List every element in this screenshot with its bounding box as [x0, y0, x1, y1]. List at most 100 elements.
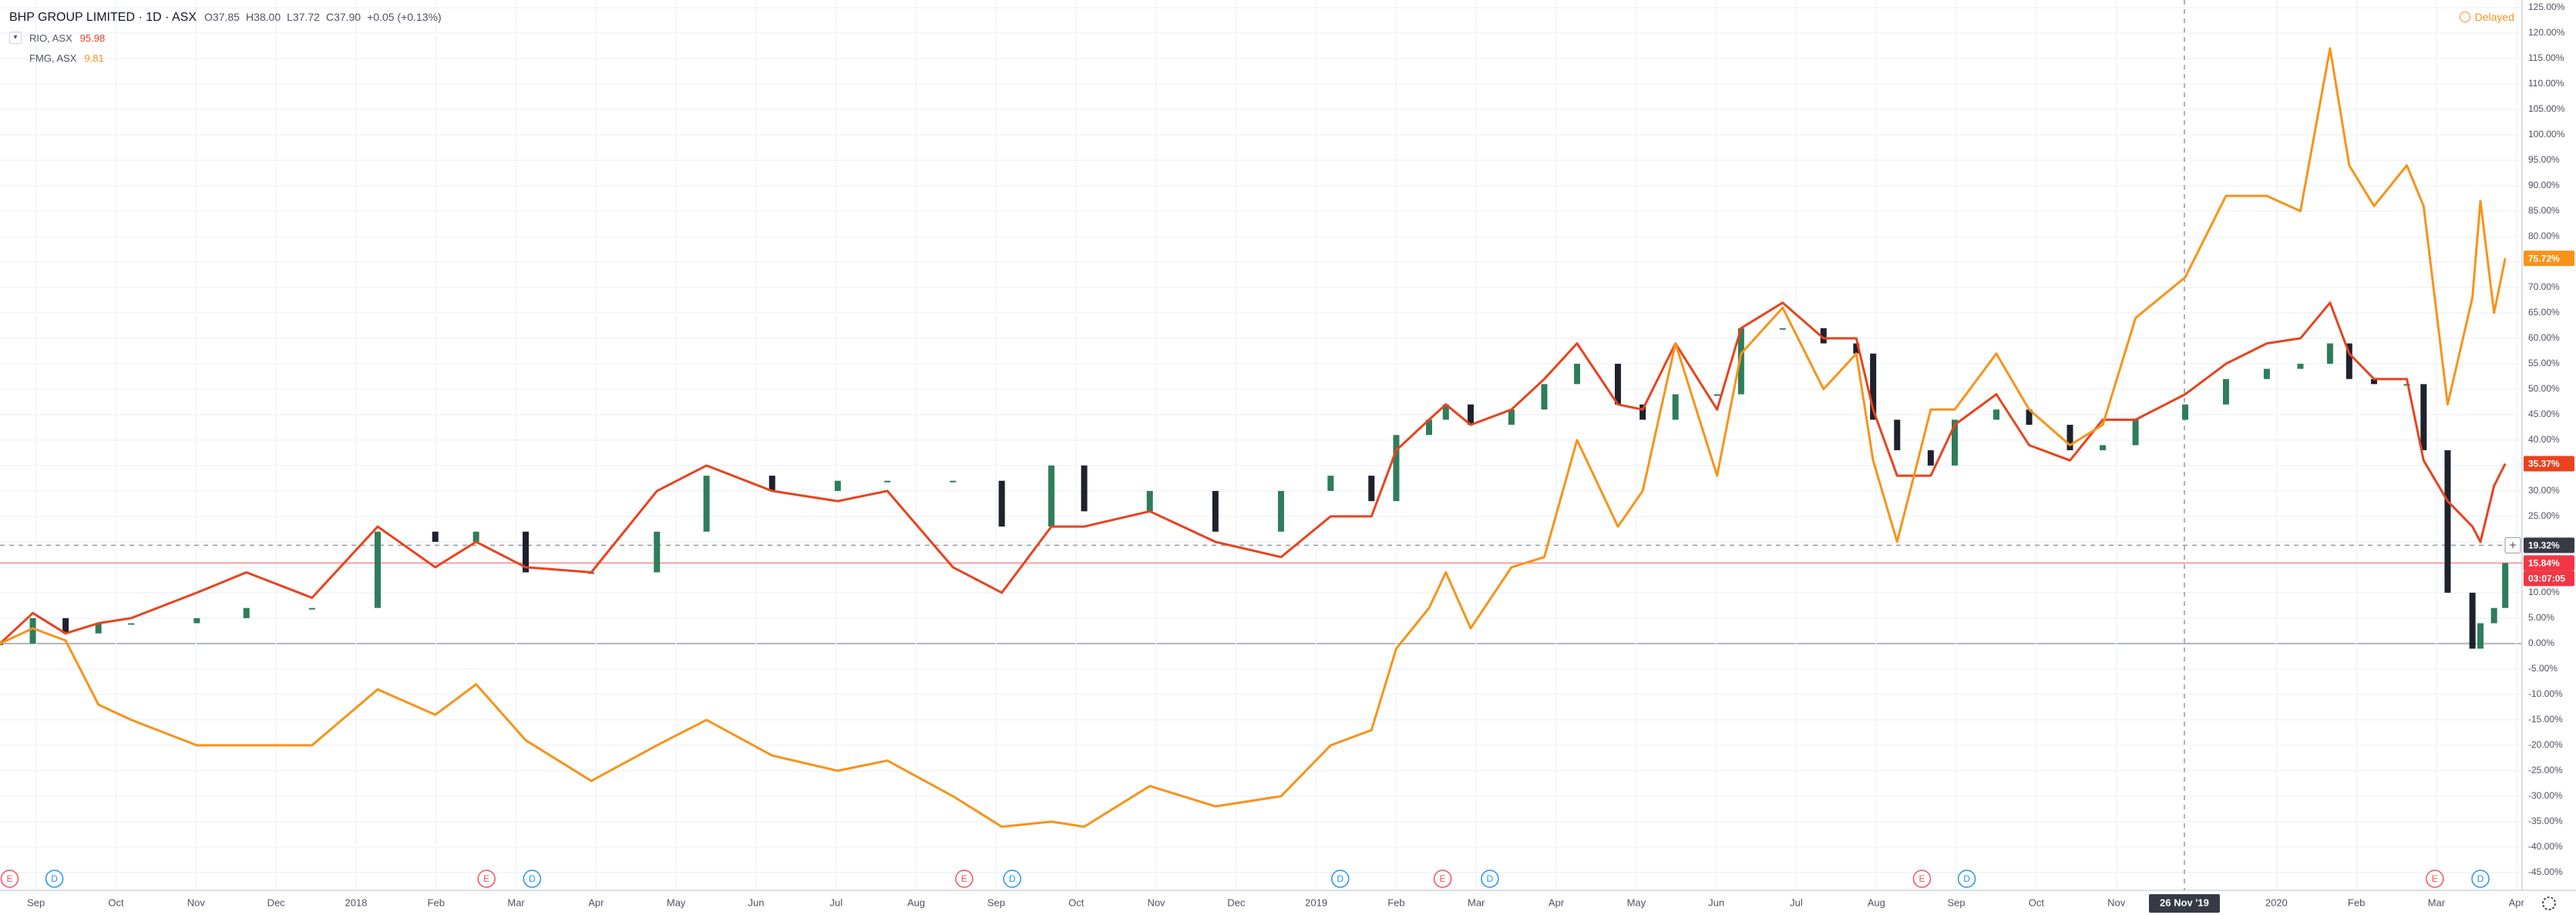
x-tick-label: Feb	[428, 896, 445, 908]
candle-body	[1713, 394, 1720, 396]
event-marker[interactable]	[523, 870, 542, 888]
header-value: C37.90	[325, 11, 362, 23]
candle-body	[1870, 353, 1877, 420]
y-tick-label: 10.00%	[2528, 587, 2560, 597]
countdown-label: 03:07:05	[2528, 574, 2565, 584]
x-tick-label: May	[667, 896, 686, 908]
x-tick-label: Nov	[2107, 896, 2126, 908]
candle-body	[2420, 384, 2427, 451]
y-tick-label: 115.00%	[2528, 52, 2564, 63]
x-tick-label: Mar	[1468, 896, 1485, 908]
candle-body	[1368, 476, 1375, 502]
y-tick-label: 90.00%	[2528, 180, 2560, 190]
compare-legend: ▾ RIO, ASX 95.98 FMG, ASX 9.81	[9, 28, 448, 68]
event-marker[interactable]	[2426, 870, 2444, 888]
event-label: D	[529, 873, 536, 884]
x-tick-label: Sep	[987, 896, 1005, 908]
candle-body	[950, 480, 957, 483]
series-line	[0, 301, 2507, 644]
candle-body	[1425, 419, 1432, 436]
event-label: D	[1009, 873, 1016, 884]
x-tick-label: Apr	[2509, 896, 2525, 908]
event-marker[interactable]	[955, 870, 974, 888]
event-label: E	[6, 873, 12, 884]
header-value: +0.05 (+0.13%)	[367, 11, 442, 23]
x-tick-label: Sep	[1948, 896, 1966, 908]
candle-body	[2222, 378, 2229, 405]
event-marker[interactable]	[0, 870, 19, 888]
candle-body	[1737, 328, 1744, 395]
y-tick-label: -15.00%	[2528, 714, 2563, 725]
status-icon	[2459, 12, 2470, 22]
countdown-tag	[2524, 570, 2574, 587]
legend-row: ▾ RIO, ASX 95.98	[9, 28, 448, 48]
event-marker[interactable]	[45, 870, 64, 888]
x-tick-label: Jul	[829, 896, 842, 908]
candle-body	[2502, 563, 2509, 608]
price-tag	[2524, 555, 2574, 571]
event-marker[interactable]	[2471, 870, 2490, 888]
event-marker[interactable]	[1433, 870, 1452, 888]
price-tag-label: 75.72%	[2528, 253, 2560, 264]
candle-body	[128, 623, 135, 625]
event-label: D	[2477, 873, 2484, 884]
y-tick-label: -30.00%	[2528, 790, 2563, 801]
candle-body	[308, 607, 315, 610]
candle-body	[432, 531, 439, 542]
candle-body	[2067, 425, 2073, 451]
event-label: E	[483, 873, 489, 884]
price-tag	[2524, 251, 2574, 267]
y-tick-label: 105.00%	[2528, 103, 2565, 114]
event-marker[interactable]	[1481, 870, 1499, 888]
symbol-title[interactable]: BHP GROUP LIMITED · 1D · ASX	[9, 11, 197, 24]
candle-body	[1081, 465, 1088, 512]
y-tick-label: 85.00%	[2528, 205, 2560, 216]
x-tick-label: Jul	[1790, 896, 1803, 908]
candle-body	[1993, 409, 1999, 420]
candle-body	[1277, 490, 1284, 532]
y-tick-label: -45.00%	[2528, 866, 2563, 877]
y-tick-label: 50.00%	[2528, 383, 2560, 394]
candle-body	[1393, 435, 1400, 502]
event-label: D	[51, 873, 58, 884]
y-tick-label: 120.00%	[2528, 27, 2565, 38]
candle-body	[29, 617, 36, 644]
y-tick-label: 40.00%	[2528, 434, 2560, 445]
collapse-button[interactable]: ▾	[9, 32, 22, 44]
event-marker[interactable]	[1003, 870, 1021, 888]
event-label: E	[1440, 873, 1446, 884]
x-tick-label: Nov	[187, 896, 206, 908]
candle-body	[2297, 363, 2304, 369]
candle-body	[472, 531, 479, 542]
y-tick-label: 30.00%	[2528, 485, 2560, 496]
candle-body	[2477, 623, 2484, 649]
event-marker[interactable]	[477, 870, 496, 888]
y-tick-label: -35.00%	[2528, 816, 2563, 826]
settings-button[interactable]	[2542, 896, 2556, 910]
x-tick-label: Jun	[748, 896, 764, 908]
crosshair-x-tag	[2148, 894, 2220, 913]
y-tick-label: -25.00%	[2528, 765, 2563, 775]
x-tick-label: Jun	[1708, 896, 1724, 908]
x-tick-label: Sep	[27, 896, 45, 908]
event-marker[interactable]	[1912, 870, 1932, 888]
candle-body	[2469, 592, 2476, 649]
crosshair-plus	[2504, 537, 2521, 553]
crosshair-plus-icon[interactable]: +	[2509, 540, 2516, 553]
x-tick-label: May	[1627, 896, 1646, 908]
candle-body	[95, 623, 102, 634]
y-tick-label: 80.00%	[2528, 230, 2560, 241]
price-tag	[2524, 456, 2574, 472]
candle-body	[1614, 363, 1621, 405]
event-marker[interactable]	[1957, 870, 1976, 888]
x-tick-label: Feb	[1387, 896, 1404, 908]
event-marker[interactable]	[1331, 870, 1350, 888]
y-tick-label: 70.00%	[2528, 281, 2560, 292]
candle-body	[2100, 445, 2107, 451]
x-tick-label: Oct	[108, 896, 124, 908]
legend-name: RIO, ASX	[29, 32, 72, 44]
candle-body	[1820, 328, 1827, 344]
y-tick-label: 125.00%	[2528, 2, 2565, 12]
y-tick-label: -10.00%	[2528, 688, 2563, 699]
